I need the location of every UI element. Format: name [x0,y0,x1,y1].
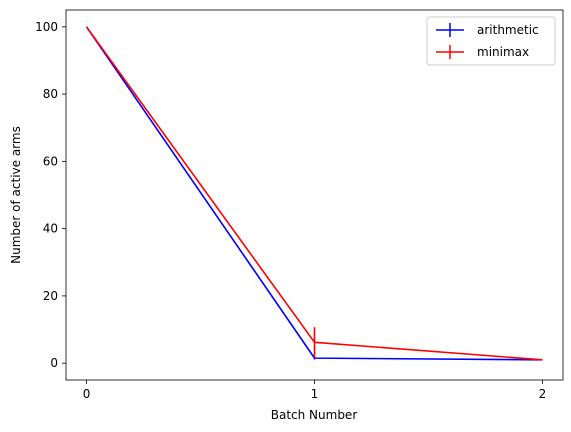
series-layer [85,26,543,361]
plot-area [66,10,563,380]
legend-label-minimax: minimax [477,45,529,59]
y-tick-label: 60 [43,154,58,168]
y-tick-label: 20 [43,289,58,303]
legend-entry-minimax: minimax [436,45,529,59]
x-tick-label: 0 [83,387,91,401]
y-tick-label: 0 [50,356,58,370]
legend-label-arithmetic: arithmetic [477,23,539,37]
y-tick-label: 80 [43,87,58,101]
legend: arithmetic minimax [426,16,556,66]
y-axis-label: Number of active arms [9,126,23,264]
x-axis-ticks: 0 1 2 [83,380,547,401]
y-axis-ticks: 0 20 40 60 80 100 [35,20,66,370]
y-tick-label: 100 [35,20,58,34]
x-axis-label: Batch Number [271,408,358,422]
series-minimax [85,26,543,361]
x-tick-label: 2 [539,387,547,401]
x-tick-label: 1 [311,387,319,401]
legend-entry-arithmetic: arithmetic [436,23,539,37]
legend-frame [426,16,556,66]
y-tick-label: 40 [43,222,58,236]
